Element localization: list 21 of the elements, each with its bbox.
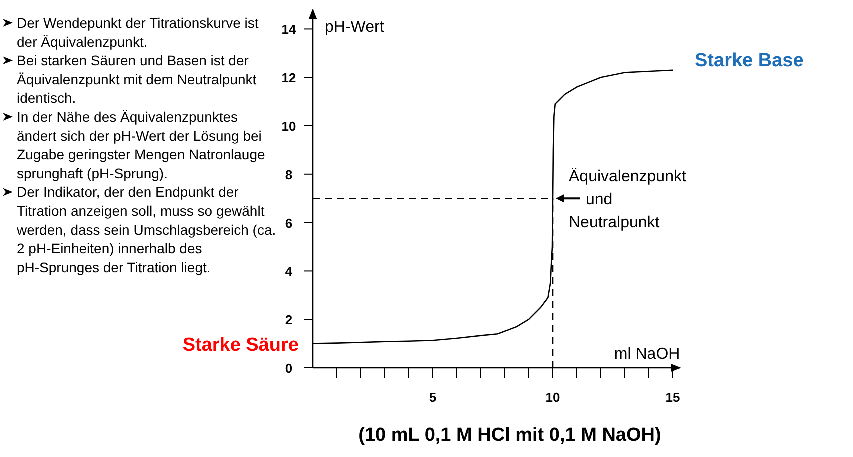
text: In der Nähe des Äquivalenzpunktes ändert sich der pH-Wert der Lösung bei Zugabe geringster Mengen Natronlauge sprunghaft (pH-Sprung). <box>17 109 266 182</box>
y-axis-title: pH-Wert <box>325 18 385 36</box>
text: Der Indikator, der den Endpunkt der Titration anzeigen soll, muss so gewählt werden, dass sein Umschlagsbereich (ca. 2 pH-Einheiten) innerhalb des pH-Sprunges der Titration liegt. <box>16 184 276 276</box>
y-tick-label: 14 <box>282 22 297 38</box>
y-tick-label: 10 <box>282 119 296 134</box>
y-tick-label: 12 <box>282 70 296 86</box>
annotation: Starke Säure <box>182 334 299 356</box>
x-tick-label: 15 <box>666 390 680 405</box>
y-tick-label: 2 <box>285 312 293 328</box>
x-axis-title: ml NaOH <box>614 346 680 363</box>
text: (10 mL 0,1 M HCl mit 0,1 M NaOH) <box>358 425 662 446</box>
y-tick-label: 6 <box>285 216 293 231</box>
annotation: Äquivalenzpunkt und Neutralpunkt <box>569 168 687 232</box>
annotation: Starke Base <box>695 50 804 72</box>
y-tick-label: 0 <box>285 361 293 376</box>
x-tick-label: 10 <box>546 390 560 405</box>
y-tick-label: 4 <box>285 264 294 280</box>
x-tick-label: 5 <box>429 390 437 405</box>
y-tick-label: 8 <box>285 167 293 182</box>
text: Der Wendepunkt der Titrationskurve ist der Äquivalenzpunkt. <box>17 15 259 50</box>
text: Bei starken Säuren und Basen ist der Äquivalenzpunkt mit dem Neutralpunkt identisch. <box>17 52 257 106</box>
